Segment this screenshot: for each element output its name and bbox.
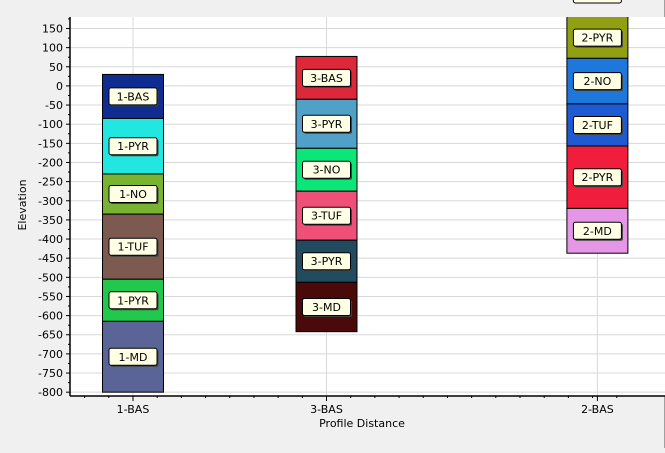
layer-bar-2-bas [567,4,628,17]
layer-label-box-clipped [572,0,622,4]
y-axis-title: Elevation [16,179,29,230]
layer-label-box [108,137,158,156]
layer-label-box [108,237,158,256]
layer-label-box [302,114,351,133]
layer-label: 3-TUF [311,210,342,223]
y-tick-label: -450 [38,252,63,265]
x-tick-label: 2-BAS [581,403,614,416]
layer-label: 2-PYR [582,32,614,45]
layer-label: 3-BAS [310,72,343,85]
y-tick-label: -100 [38,118,63,131]
y-tick-label: -650 [38,329,63,342]
layer-label-box [302,160,351,179]
y-tick-label: -50 [45,99,63,112]
y-tick-label: 100 [42,42,63,55]
layer-label-box [302,252,351,271]
layer-label-box [108,87,158,106]
layer-label-box [108,291,158,310]
layer-label: 1-PYR [117,294,149,307]
layer-label: 2-NO [583,75,611,88]
layer-label-box [572,72,622,91]
y-tick-label: -300 [38,195,63,208]
y-tick-label: 150 [42,22,63,35]
y-tick-label: 0 [56,80,63,93]
layer-label: 1-NO [119,188,147,201]
layer-label-box [302,297,351,316]
x-tick-label: 3-BAS [310,403,343,416]
y-tick-label: -600 [38,310,63,323]
x-tick-label: 1-BAS [117,403,150,416]
layer-label-box [302,68,351,87]
y-tick-label: -400 [38,233,63,246]
y-tick-label: -750 [38,367,63,380]
layer-label-box [572,28,622,47]
layer-label: 1-MD [119,351,148,364]
layer-label: 3-PYR [311,255,343,268]
y-tick-label: -550 [38,290,63,303]
y-tick-label: -700 [38,348,63,361]
plot-area [70,17,665,396]
layer-label: 1-PYR [117,140,149,153]
y-tick-label: 50 [49,61,63,74]
layer-label-box [302,206,351,225]
layer-label: 3-PYR [311,118,343,131]
layer-label: 1-TUF [117,241,148,254]
y-tick-label: -150 [38,137,63,150]
x-axis-title: Profile Distance [319,417,405,430]
layer-label: 3-MD [312,301,341,314]
layer-label-box [572,168,622,187]
y-tick-label: -500 [38,271,63,284]
layer-label: 2-PYR [582,171,614,184]
axis-layer: 150 100 50 0 -50 -100 -150 -200 -250 -300 -350 -400… [38,17,665,416]
layer-label: 2-MD [583,225,612,238]
y-tick-label: -350 [38,214,63,227]
layer-label: 3-NO [313,164,341,177]
layer-label-box [108,185,158,204]
layer-label-box [108,347,158,366]
y-tick-label: -200 [38,156,63,169]
y-tick-label: -800 [38,386,63,399]
layer-label-layer: 1-BAS 1-PYR 1-NO 1-TUF 1-PYR 1-MD 3-BAS 3-PYR 3-… [108,0,623,367]
layer-label: 1-BAS [117,90,150,103]
layer-label: 2-TUF [582,119,613,132]
y-tick-label: -250 [38,176,63,189]
layer-label-box [572,221,622,240]
layer-label-box [572,115,622,134]
